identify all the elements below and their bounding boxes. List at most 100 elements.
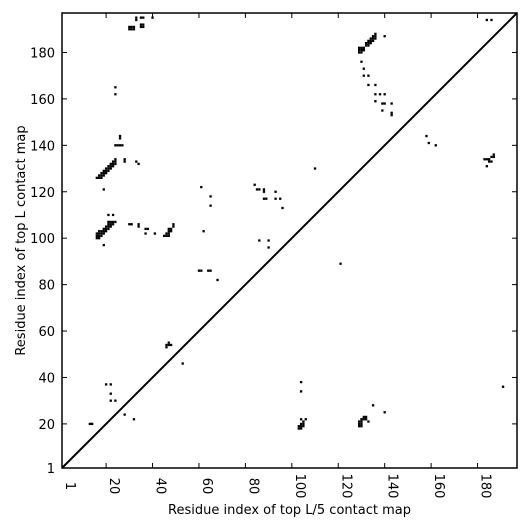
contact-point-top-l	[483, 158, 486, 161]
contact-point-top-l	[104, 172, 108, 175]
y-tick-label: 180	[30, 46, 55, 61]
contact-point-top-l5	[383, 411, 386, 414]
contact-point-top-l	[97, 176, 101, 179]
contact-point-top-l	[371, 37, 375, 40]
contact-point-top-l	[135, 18, 138, 22]
contact-point-top-l	[367, 83, 370, 87]
contact-point-top-l	[490, 18, 493, 22]
contact-point-top-l5	[299, 427, 303, 430]
contact-point-top-l	[121, 144, 124, 147]
contact-point-top-l	[216, 278, 219, 282]
contact-point-top-l	[102, 230, 105, 233]
contact-point-top-l	[487, 158, 491, 161]
contact-point-top-l	[114, 162, 117, 166]
contact-point-top-l5	[364, 415, 368, 419]
y-tick-label: 40	[38, 371, 55, 386]
contact-point-top-l	[97, 237, 101, 240]
contact-point-top-l	[434, 144, 437, 147]
contact-point-top-l	[128, 223, 131, 226]
contact-point-top-l	[142, 23, 145, 26]
contact-point-top-l	[390, 102, 393, 105]
contact-point-top-l5	[297, 427, 300, 430]
contact-point-top-l	[357, 51, 361, 54]
contact-point-top-l	[139, 25, 143, 29]
contact-point-top-l	[167, 232, 170, 235]
contact-point-top-l5	[357, 422, 361, 426]
contact-point-top-l5	[302, 420, 305, 423]
contact-point-top-l	[255, 188, 259, 191]
contact-point-top-l	[109, 223, 112, 226]
y-tick-label: 100	[30, 232, 55, 247]
contact-point-top-l	[281, 206, 284, 210]
contact-point-top-l	[104, 167, 108, 170]
contact-point-top-l	[390, 113, 393, 117]
contact-point-top-l5	[299, 422, 303, 426]
contact-point-top-l	[104, 383, 108, 386]
y-tick-label: 80	[38, 279, 55, 294]
contact-point-top-l	[116, 144, 119, 147]
y-tick-label: 20	[38, 418, 55, 433]
contact-point-top-l	[167, 227, 170, 231]
contact-point-top-l	[114, 93, 117, 96]
contact-point-top-l	[197, 269, 201, 272]
contact-point-top-l	[100, 234, 103, 238]
contact-point-top-l	[100, 176, 103, 179]
contact-point-top-l	[172, 225, 175, 228]
contact-point-top-l	[135, 160, 138, 163]
contact-point-top-l	[109, 167, 112, 170]
contact-point-top-l	[111, 223, 115, 226]
contact-point-top-l	[107, 223, 110, 226]
contact-point-top-l	[130, 28, 133, 31]
contact-point-top-l	[144, 227, 147, 231]
contact-point-top-l	[97, 230, 101, 233]
contact-point-top-l	[100, 172, 103, 175]
contact-point-top-l5	[371, 404, 375, 407]
contact-point-top-l	[262, 190, 266, 193]
contact-point-top-l	[118, 137, 122, 140]
contact-point-top-l	[360, 46, 363, 49]
contact-point-top-l	[102, 174, 105, 177]
x-tick-label: 120	[338, 474, 353, 499]
x-tick-label: 100	[292, 474, 307, 499]
contact-point-top-l	[109, 392, 112, 395]
contact-point-top-l	[369, 37, 372, 40]
contact-point-top-l	[362, 74, 365, 77]
contact-point-top-l	[200, 269, 203, 272]
contact-point-top-l5	[501, 385, 505, 388]
contact-point-top-l	[165, 343, 168, 347]
contact-point-top-l	[339, 262, 342, 265]
contact-point-top-l5	[367, 420, 370, 423]
contact-point-top-l	[485, 165, 488, 168]
contact-point-top-l5	[357, 420, 361, 423]
contact-point-top-l	[265, 197, 268, 200]
contact-point-top-l	[107, 169, 110, 173]
contact-point-top-l	[107, 165, 110, 168]
contact-point-top-l	[109, 165, 112, 168]
x-tick-label: 160	[431, 474, 446, 499]
contact-point-top-l	[267, 246, 270, 249]
diagonal-line	[61, 12, 518, 469]
contact-point-top-l	[107, 225, 110, 228]
contact-point-top-l	[104, 230, 108, 233]
contact-point-top-l	[100, 232, 103, 235]
contact-point-top-l	[118, 134, 122, 138]
contact-point-top-l5	[360, 425, 363, 428]
contact-point-top-l	[360, 48, 363, 52]
contact-point-top-l	[102, 232, 105, 235]
contact-point-top-l	[258, 239, 261, 242]
contact-point-top-l	[381, 109, 384, 112]
contact-point-top-l	[165, 346, 168, 349]
contact-point-top-l	[109, 162, 112, 166]
contact-point-top-l	[104, 169, 108, 173]
contact-point-top-l	[114, 86, 117, 89]
contact-point-top-l	[313, 167, 317, 170]
contact-point-top-l	[374, 32, 377, 36]
y-axis-label: Residue index of top L contact map	[14, 125, 29, 355]
contact-point-top-l	[367, 39, 370, 43]
contact-point-top-l5	[357, 425, 361, 428]
contact-point-top-l	[130, 223, 133, 226]
contact-point-top-l	[95, 232, 98, 235]
contact-point-top-l	[492, 155, 495, 159]
contact-point-top-l	[371, 35, 375, 38]
